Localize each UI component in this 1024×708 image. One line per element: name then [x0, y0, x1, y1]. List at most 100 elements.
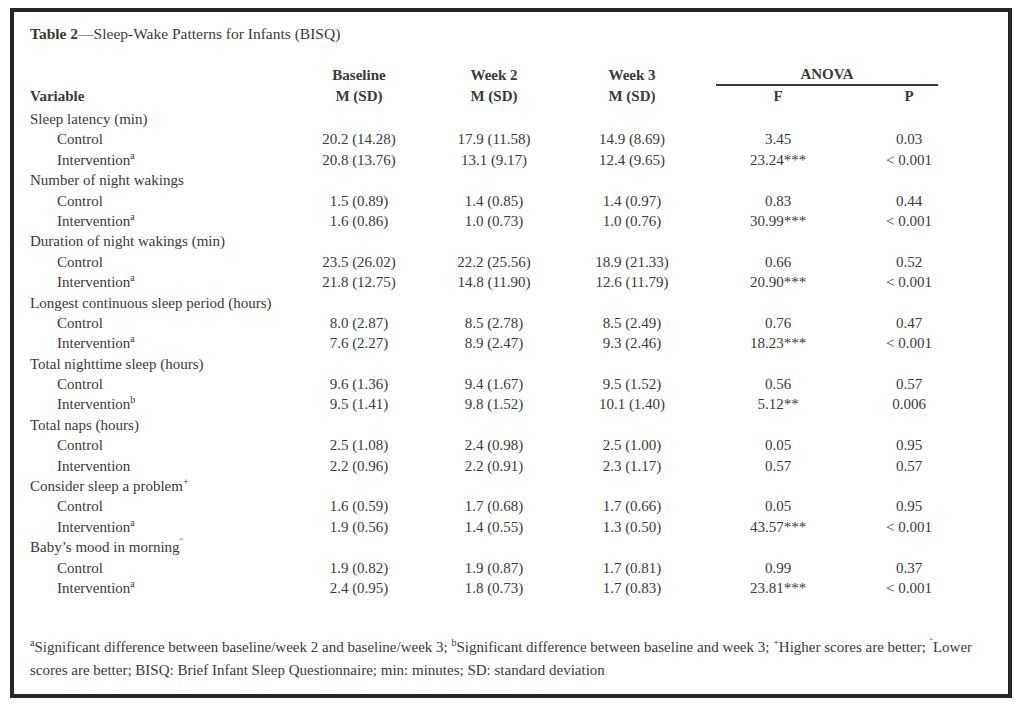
table-row: Interventiona1.9 (0.56)1.4 (0.55)1.3 (0.… [30, 517, 992, 537]
header-baseline-msd: M (SD) [292, 86, 426, 107]
cell-week3: 9.3 (2.46) [562, 333, 702, 353]
row-label: Interventiona [30, 150, 292, 170]
cell-f: 0.66 [702, 252, 854, 272]
cell-baseline: 1.9 (0.82) [292, 558, 426, 578]
row-label-superscript: b [130, 394, 135, 405]
cell-baseline: 2.4 (0.95) [292, 578, 426, 598]
cell-baseline: 8.0 (2.87) [292, 313, 426, 333]
header-row-2: Variable M (SD) M (SD) M (SD) F P [30, 86, 992, 107]
cell-f: 23.24*** [702, 150, 854, 170]
row-label: Control [30, 435, 292, 455]
cell-week2: 13.1 (9.17) [426, 150, 562, 170]
cell-p: < 0.001 [854, 333, 964, 353]
cell-p [854, 415, 964, 435]
cell-week2: 1.0 (0.73) [426, 211, 562, 231]
cell-week3: 1.3 (0.50) [562, 517, 702, 537]
cell-baseline [292, 109, 426, 129]
table-row: Control20.2 (14.28)17.9 (11.58)14.9 (8.6… [30, 129, 992, 149]
cell-p [854, 476, 964, 496]
cell-f: 0.99 [702, 558, 854, 578]
footnote-text: Significant difference between baseline/… [34, 639, 451, 655]
cell-baseline: 1.9 (0.56) [292, 517, 426, 537]
cell-f: 0.05 [702, 435, 854, 455]
cell-f [702, 476, 854, 496]
cell-f: 18.23*** [702, 333, 854, 353]
cell-week2: 17.9 (11.58) [426, 129, 562, 149]
cell-week3: 1.7 (0.66) [562, 496, 702, 516]
cell-baseline: 20.8 (13.76) [292, 150, 426, 170]
table-row: Control23.5 (26.02)22.2 (25.56)18.9 (21.… [30, 252, 992, 272]
cell-p: 0.006 [854, 394, 964, 414]
category-row: Sleep latency (min) [30, 109, 992, 129]
row-label: Interventiona [30, 211, 292, 231]
cell-p [854, 109, 964, 129]
cell-f: 0.56 [702, 374, 854, 394]
cell-f [702, 293, 854, 313]
cell-f: 0.76 [702, 313, 854, 333]
row-label: Number of night wakings [30, 170, 292, 190]
cell-p: < 0.001 [854, 211, 964, 231]
cell-week2 [426, 537, 562, 557]
cell-week2: 9.4 (1.67) [426, 374, 562, 394]
row-label: Longest continuous sleep period (hours) [30, 293, 292, 313]
cell-f: 0.57 [702, 456, 854, 476]
cell-f: 5.12** [702, 394, 854, 414]
cell-week2: 14.8 (11.90) [426, 272, 562, 292]
row-label: Control [30, 252, 292, 272]
cell-week2: 8.5 (2.78) [426, 313, 562, 333]
table-footnote: aSignificant difference between baseline… [30, 636, 992, 682]
category-row: Consider sleep a problem+ [30, 476, 992, 496]
row-label-superscript: a [130, 578, 134, 589]
cell-f [702, 170, 854, 190]
cell-week2 [426, 415, 562, 435]
cell-week2: 1.8 (0.73) [426, 578, 562, 598]
row-label: Control [30, 558, 292, 578]
header-f: F [702, 86, 854, 107]
cell-week2 [426, 170, 562, 190]
cell-baseline: 21.8 (12.75) [292, 272, 426, 292]
row-label: Sleep latency (min) [30, 109, 292, 129]
cell-baseline: 9.5 (1.41) [292, 394, 426, 414]
table-row: Control8.0 (2.87)8.5 (2.78)8.5 (2.49)0.7… [30, 313, 992, 333]
cell-f: 3.45 [702, 129, 854, 149]
header-week2-msd: M (SD) [426, 86, 562, 107]
cell-week3 [562, 109, 702, 129]
header-week3: Week 3 [562, 65, 702, 86]
row-label: Interventiona [30, 517, 292, 537]
table-frame: Table 2—Sleep-Wake Patterns for Infants … [10, 8, 1012, 698]
cell-baseline [292, 476, 426, 496]
cell-week2 [426, 231, 562, 251]
cell-week3: 10.1 (1.40) [562, 394, 702, 414]
cell-week2: 2.4 (0.98) [426, 435, 562, 455]
row-label-superscript: a [130, 272, 134, 283]
cell-week2: 8.9 (2.47) [426, 333, 562, 353]
cell-baseline: 20.2 (14.28) [292, 129, 426, 149]
cell-f: 43.57*** [702, 517, 854, 537]
table-row: Control2.5 (1.08)2.4 (0.98)2.5 (1.00)0.0… [30, 435, 992, 455]
table-row: Interventionb9.5 (1.41)9.8 (1.52)10.1 (1… [30, 394, 992, 414]
row-label: Baby’s mood in morningˆ [30, 537, 292, 557]
cell-week3: 12.4 (9.65) [562, 150, 702, 170]
header-baseline: Baseline [292, 65, 426, 86]
row-label: Control [30, 374, 292, 394]
header-week3-msd: M (SD) [562, 86, 702, 107]
cell-week3 [562, 170, 702, 190]
cell-f [702, 354, 854, 374]
cell-p [854, 354, 964, 374]
cell-week2: 1.4 (0.55) [426, 517, 562, 537]
cell-p: 0.57 [854, 456, 964, 476]
table-title-text: —Sleep-Wake Patterns for Infants (BISQ) [78, 25, 340, 42]
row-label: Interventiona [30, 578, 292, 598]
row-label: Interventiona [30, 333, 292, 353]
cell-week3: 1.7 (0.83) [562, 578, 702, 598]
cell-p: 0.57 [854, 374, 964, 394]
category-row: Duration of night wakings (min) [30, 231, 992, 251]
cell-week2: 1.4 (0.85) [426, 191, 562, 211]
category-row: Baby’s mood in morningˆ [30, 537, 992, 557]
row-label: Total nighttime sleep (hours) [30, 354, 292, 374]
table-body: Sleep latency (min)Control20.2 (14.28)17… [30, 109, 992, 598]
cell-f [702, 231, 854, 251]
cell-p: < 0.001 [854, 578, 964, 598]
row-label: Interventionb [30, 394, 292, 414]
cell-baseline: 7.6 (2.27) [292, 333, 426, 353]
